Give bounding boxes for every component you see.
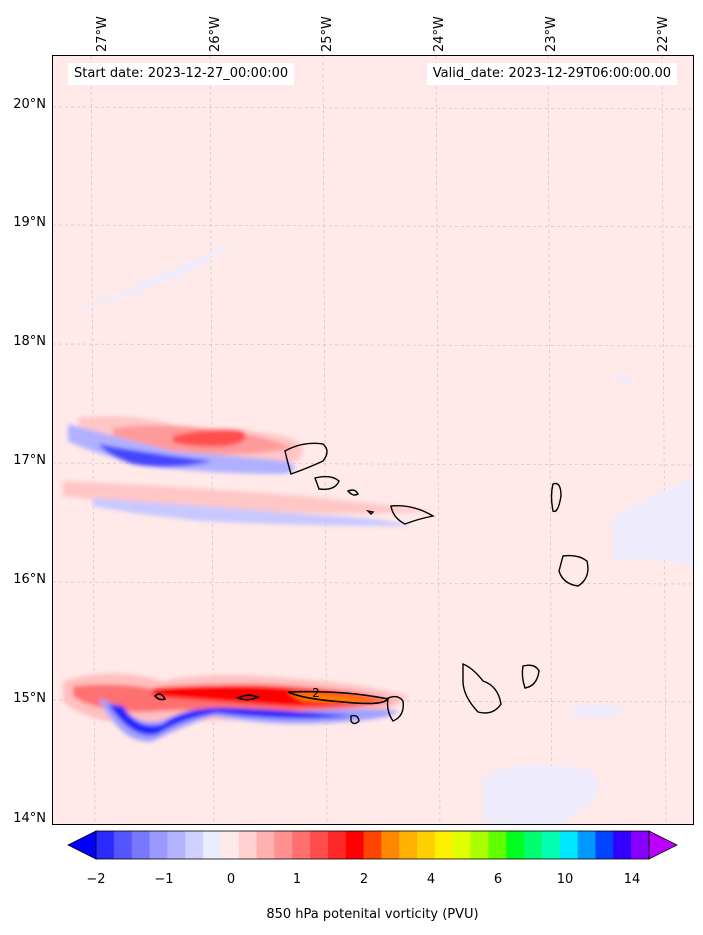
valid-date-label: Valid_date: 2023-12-29T06:00:00.00 xyxy=(426,63,677,85)
colorbar-extend-low xyxy=(67,830,97,860)
colorbar-segment xyxy=(345,831,365,859)
colorbar-segment xyxy=(541,831,561,859)
colorbar-border xyxy=(95,830,650,860)
colorbar-tick: 2 xyxy=(359,872,369,887)
lon-label: 26°W xyxy=(208,16,223,52)
colorbar-segment xyxy=(256,831,275,859)
colorbar-segment xyxy=(310,831,329,859)
colorbar-tick: 10 xyxy=(556,872,574,887)
colorbar-segment xyxy=(131,831,151,859)
colorbar-tick: −1 xyxy=(154,872,174,887)
colorbar-segment xyxy=(577,831,596,859)
colorbar-tick: 1 xyxy=(292,872,302,887)
colorbar-segment xyxy=(292,831,311,859)
start-date-label: Start date: 2023-12-27_00:00:00 xyxy=(68,63,295,85)
colorbar-tick: 14 xyxy=(623,872,641,887)
pv-map: 2 xyxy=(53,56,693,824)
colorbar-extend-high xyxy=(648,830,678,860)
colorbar-segment xyxy=(149,831,168,859)
colorbar-segment xyxy=(167,831,186,859)
colorbar-tick: −2 xyxy=(86,872,106,887)
colorbar-tick: 0 xyxy=(226,872,236,887)
upper-pv-band xyxy=(63,415,433,526)
colorbar-segment xyxy=(399,831,418,859)
contour-label: 2 xyxy=(312,686,320,700)
colorbar-segment xyxy=(381,831,400,859)
lat-label: 17°N xyxy=(13,453,46,468)
colorbar-segment xyxy=(524,831,543,859)
colorbar-label: 850 hPa potenital vorticity (PVU) xyxy=(266,907,479,922)
lon-label: 24°W xyxy=(432,16,447,52)
colorbar-segment xyxy=(203,831,222,859)
colorbar-segment xyxy=(327,831,347,859)
colorbar-segment xyxy=(595,831,614,859)
colorbar-segment xyxy=(363,831,382,859)
lon-label: 22°W xyxy=(656,16,671,52)
colorbar-tick: 4 xyxy=(426,872,436,887)
colorbar-segment xyxy=(96,831,115,859)
island-outlines xyxy=(284,442,589,725)
colorbar-segment xyxy=(220,831,240,859)
lat-label: 20°N xyxy=(13,97,46,112)
colorbar-segment xyxy=(559,831,579,859)
colorbar-segment xyxy=(631,831,650,859)
colorbar-segment xyxy=(613,831,632,859)
colorbar-segment xyxy=(238,831,258,859)
colorbar-tick: 6 xyxy=(493,872,503,887)
lat-label: 15°N xyxy=(13,691,46,706)
map-panel: 2 xyxy=(52,55,694,825)
pv-contour-2 xyxy=(153,690,390,705)
colorbar-segment xyxy=(470,831,489,859)
colorbar-segment xyxy=(506,831,525,859)
colorbar-segment xyxy=(434,831,454,859)
lat-label: 18°N xyxy=(13,334,46,349)
lat-label: 19°N xyxy=(13,215,46,230)
colorbar xyxy=(67,830,678,860)
colorbar-segment xyxy=(185,831,204,859)
lower-pv-band xyxy=(63,673,408,742)
lon-label: 23°W xyxy=(544,16,559,52)
colorbar-segment xyxy=(113,831,133,859)
weak-negative-pv xyxy=(71,241,693,824)
lat-label: 16°N xyxy=(13,572,46,587)
lat-label: 14°N xyxy=(13,811,46,826)
colorbar-segment xyxy=(452,831,472,859)
colorbar-segment xyxy=(417,831,436,859)
colorbar-segment xyxy=(274,831,293,859)
lon-label: 27°W xyxy=(95,16,110,52)
lon-label: 25°W xyxy=(320,16,335,52)
colorbar-segment xyxy=(488,831,507,859)
